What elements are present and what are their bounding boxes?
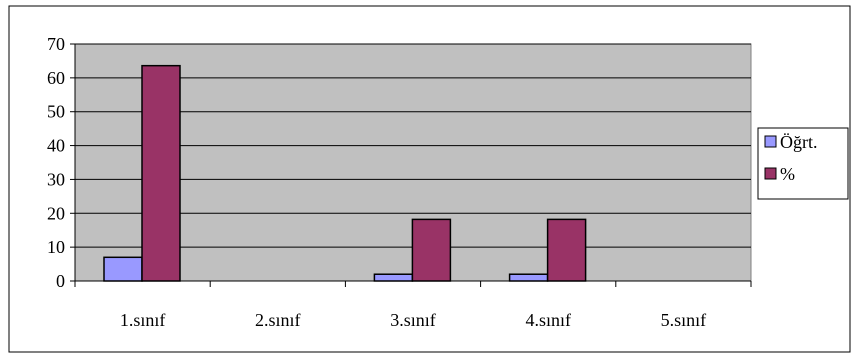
x-tick-label: 5.sınıf: [661, 310, 707, 330]
legend: Öğrt.%: [757, 127, 849, 200]
bar-ogrt: [508, 273, 549, 282]
x-tick-label: 3.sınıf: [390, 310, 436, 330]
y-tick-label: 40: [47, 136, 65, 156]
bar-ogrt: [103, 256, 143, 282]
y-tick-label: 0: [56, 271, 65, 291]
x-tick-label: 1.sınıf: [120, 310, 166, 330]
bar-percent: [411, 218, 452, 282]
y-tick-label: 60: [47, 68, 65, 88]
x-tick-labels: 1.sınıf 2.sınıf 3.sınıf 4.sınıf 5.sınıf: [120, 310, 706, 330]
y-tick-labels: 0 10 20 30 40 50 60 70: [47, 34, 65, 291]
legend-swatch: [764, 167, 777, 180]
bar-ogrt: [373, 273, 414, 282]
legend-label: %: [780, 164, 795, 184]
y-tick-label: 50: [47, 102, 65, 122]
axes: [70, 43, 752, 287]
gridlines: [75, 43, 751, 248]
bar-percent: [546, 218, 587, 282]
bar-percent: [141, 64, 181, 282]
x-tick-label: 2.sınıf: [255, 310, 301, 330]
y-tick-label: 70: [47, 34, 65, 54]
legend-swatch: [764, 135, 777, 148]
y-tick-label: 10: [47, 237, 65, 257]
legend-label: Öğrt.: [780, 132, 818, 152]
x-tick-label: 4.sınıf: [525, 310, 571, 330]
y-tick-label: 30: [47, 169, 65, 189]
y-tick-label: 20: [47, 203, 65, 223]
